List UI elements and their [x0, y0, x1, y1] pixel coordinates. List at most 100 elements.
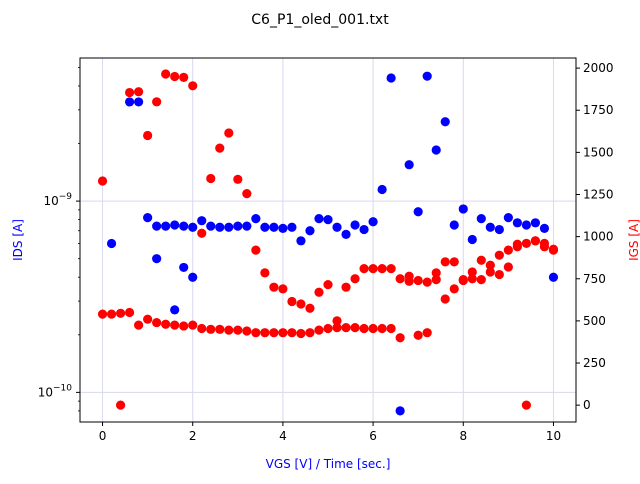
ids-point — [170, 220, 180, 230]
igs-point — [206, 173, 216, 184]
igs-point — [269, 328, 279, 338]
y-right-tick-label: 1750 — [583, 103, 614, 117]
ids-point — [152, 221, 162, 231]
y-right-tick-label: 1250 — [583, 188, 614, 202]
igs-point — [368, 323, 378, 334]
igs-point — [377, 264, 387, 274]
y-left-tick-exponent: −9 — [59, 192, 73, 202]
igs-point — [296, 299, 306, 309]
ids-point — [179, 221, 189, 231]
ids-point — [242, 221, 252, 231]
ids-point — [188, 222, 198, 232]
y-right-tick-label: 500 — [583, 314, 606, 328]
ids-point — [521, 220, 532, 230]
igs-point — [422, 328, 432, 338]
igs-point — [305, 303, 315, 313]
ids-point — [197, 216, 207, 226]
ids-point — [368, 217, 378, 227]
igs-point — [467, 274, 477, 284]
y-left-tick-label: 10−9 — [43, 192, 72, 208]
igs-point — [458, 275, 468, 285]
ids-point — [296, 236, 306, 246]
ids-point — [377, 184, 387, 195]
x-tick-label: 2 — [189, 429, 197, 443]
igs-point — [467, 267, 477, 277]
y-right-tick-label: 2000 — [583, 61, 614, 75]
ids-point — [269, 222, 279, 232]
x-axis-label: VGS [V] / Time [sec.] — [266, 457, 391, 471]
ids-point — [251, 214, 261, 224]
ids-point — [278, 223, 288, 233]
igs-point — [503, 262, 513, 272]
igs-point — [548, 244, 559, 254]
igs-point — [125, 307, 135, 318]
igs-point — [233, 174, 243, 184]
ids-point — [314, 214, 324, 224]
ids-point — [179, 262, 189, 273]
igs-point — [476, 275, 486, 285]
igs-point — [323, 323, 333, 334]
igs-point — [134, 87, 144, 97]
igs-point — [359, 264, 369, 274]
ids-point — [143, 212, 153, 223]
igs-point — [115, 308, 126, 318]
igs-point — [539, 242, 550, 252]
igs-point — [350, 274, 360, 284]
igs-point — [395, 274, 405, 284]
igs-point — [215, 143, 225, 153]
ids-point — [134, 97, 144, 107]
igs-point — [503, 245, 513, 255]
ids-point — [161, 221, 171, 231]
igs-point — [449, 257, 459, 267]
y-right-tick-label: 750 — [583, 272, 606, 286]
igs-point — [188, 81, 198, 91]
y-axis-right-label: IGS [A] — [627, 219, 640, 261]
ids-point — [395, 406, 405, 416]
x-tick-label: 6 — [369, 429, 377, 443]
igs-point — [170, 71, 180, 82]
igs-point — [242, 326, 252, 336]
igs-point — [494, 250, 504, 260]
igs-point — [97, 309, 108, 319]
igs-point — [206, 324, 216, 334]
ids-point — [215, 222, 225, 232]
x-tick-label: 10 — [546, 429, 561, 443]
y-left-tick-exponent: −10 — [53, 383, 72, 393]
igs-point — [395, 333, 405, 343]
igs-point — [224, 325, 234, 335]
igs-point — [413, 330, 423, 340]
igs-point — [106, 309, 117, 319]
igs-point — [314, 325, 324, 335]
igs-point — [161, 69, 171, 79]
igs-point — [431, 275, 441, 285]
igs-point — [377, 323, 387, 334]
igs-point — [386, 323, 396, 334]
igs-point — [431, 268, 441, 278]
igs-point — [449, 284, 459, 294]
ids-point — [188, 272, 198, 282]
igs-point — [332, 323, 342, 333]
igs-point — [233, 325, 243, 335]
ids-point — [476, 214, 486, 224]
igs-point — [161, 319, 171, 329]
igs-point — [287, 296, 297, 307]
igs-point — [404, 276, 414, 286]
y-left-tick-mantissa: 10 — [43, 194, 58, 208]
igs-point — [386, 264, 396, 274]
y-left-tick-label: 10−10 — [38, 383, 73, 399]
igs-point — [440, 257, 450, 267]
ids-point — [440, 117, 450, 127]
ids-point — [530, 218, 541, 228]
igs-point — [350, 323, 360, 333]
igs-point — [485, 260, 495, 270]
igs-point — [269, 282, 279, 292]
igs-point — [179, 321, 189, 331]
ids-point — [323, 215, 333, 225]
y-left-tick-mantissa: 10 — [38, 385, 53, 399]
igs-point — [152, 97, 162, 107]
x-tick-label: 8 — [459, 429, 467, 443]
y-right-tick-label: 250 — [583, 356, 606, 370]
plot-frame — [79, 57, 577, 423]
